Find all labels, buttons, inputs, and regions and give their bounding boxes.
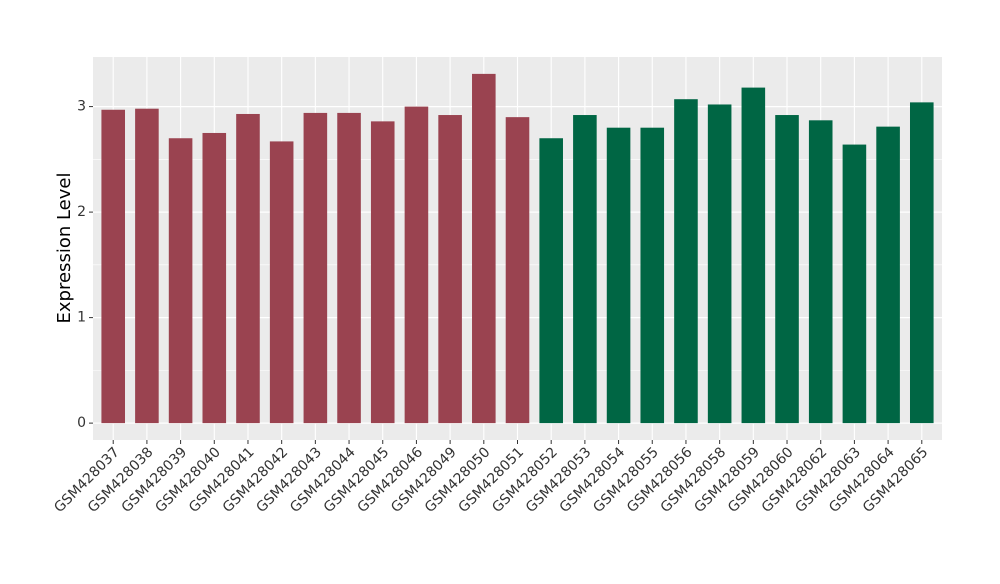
bar <box>202 132 227 424</box>
bar <box>842 144 867 424</box>
bar <box>741 87 766 424</box>
bar <box>808 120 833 424</box>
bar <box>573 115 597 424</box>
bar <box>539 138 563 424</box>
bar <box>876 126 900 424</box>
y-tick-label: 3 <box>77 99 86 115</box>
bar <box>909 102 934 424</box>
bar <box>101 109 126 424</box>
bar <box>472 73 496 424</box>
y-tick-label: 1 <box>77 310 86 326</box>
bar <box>269 141 294 424</box>
bar <box>168 138 193 424</box>
bar <box>438 115 462 424</box>
bar <box>135 108 159 424</box>
bar <box>370 121 395 424</box>
bar <box>707 104 732 424</box>
bar <box>640 127 665 424</box>
y-tick-label: 2 <box>77 204 86 220</box>
bar <box>404 106 429 424</box>
bar <box>337 112 361 424</box>
bar <box>775 115 799 424</box>
y-axis-label: Expression Level <box>54 173 75 324</box>
bar <box>236 113 260 424</box>
y-tick-label: 0 <box>77 415 86 431</box>
bar <box>505 117 530 424</box>
bar <box>606 127 631 424</box>
bar <box>303 112 328 424</box>
bar <box>674 99 698 424</box>
